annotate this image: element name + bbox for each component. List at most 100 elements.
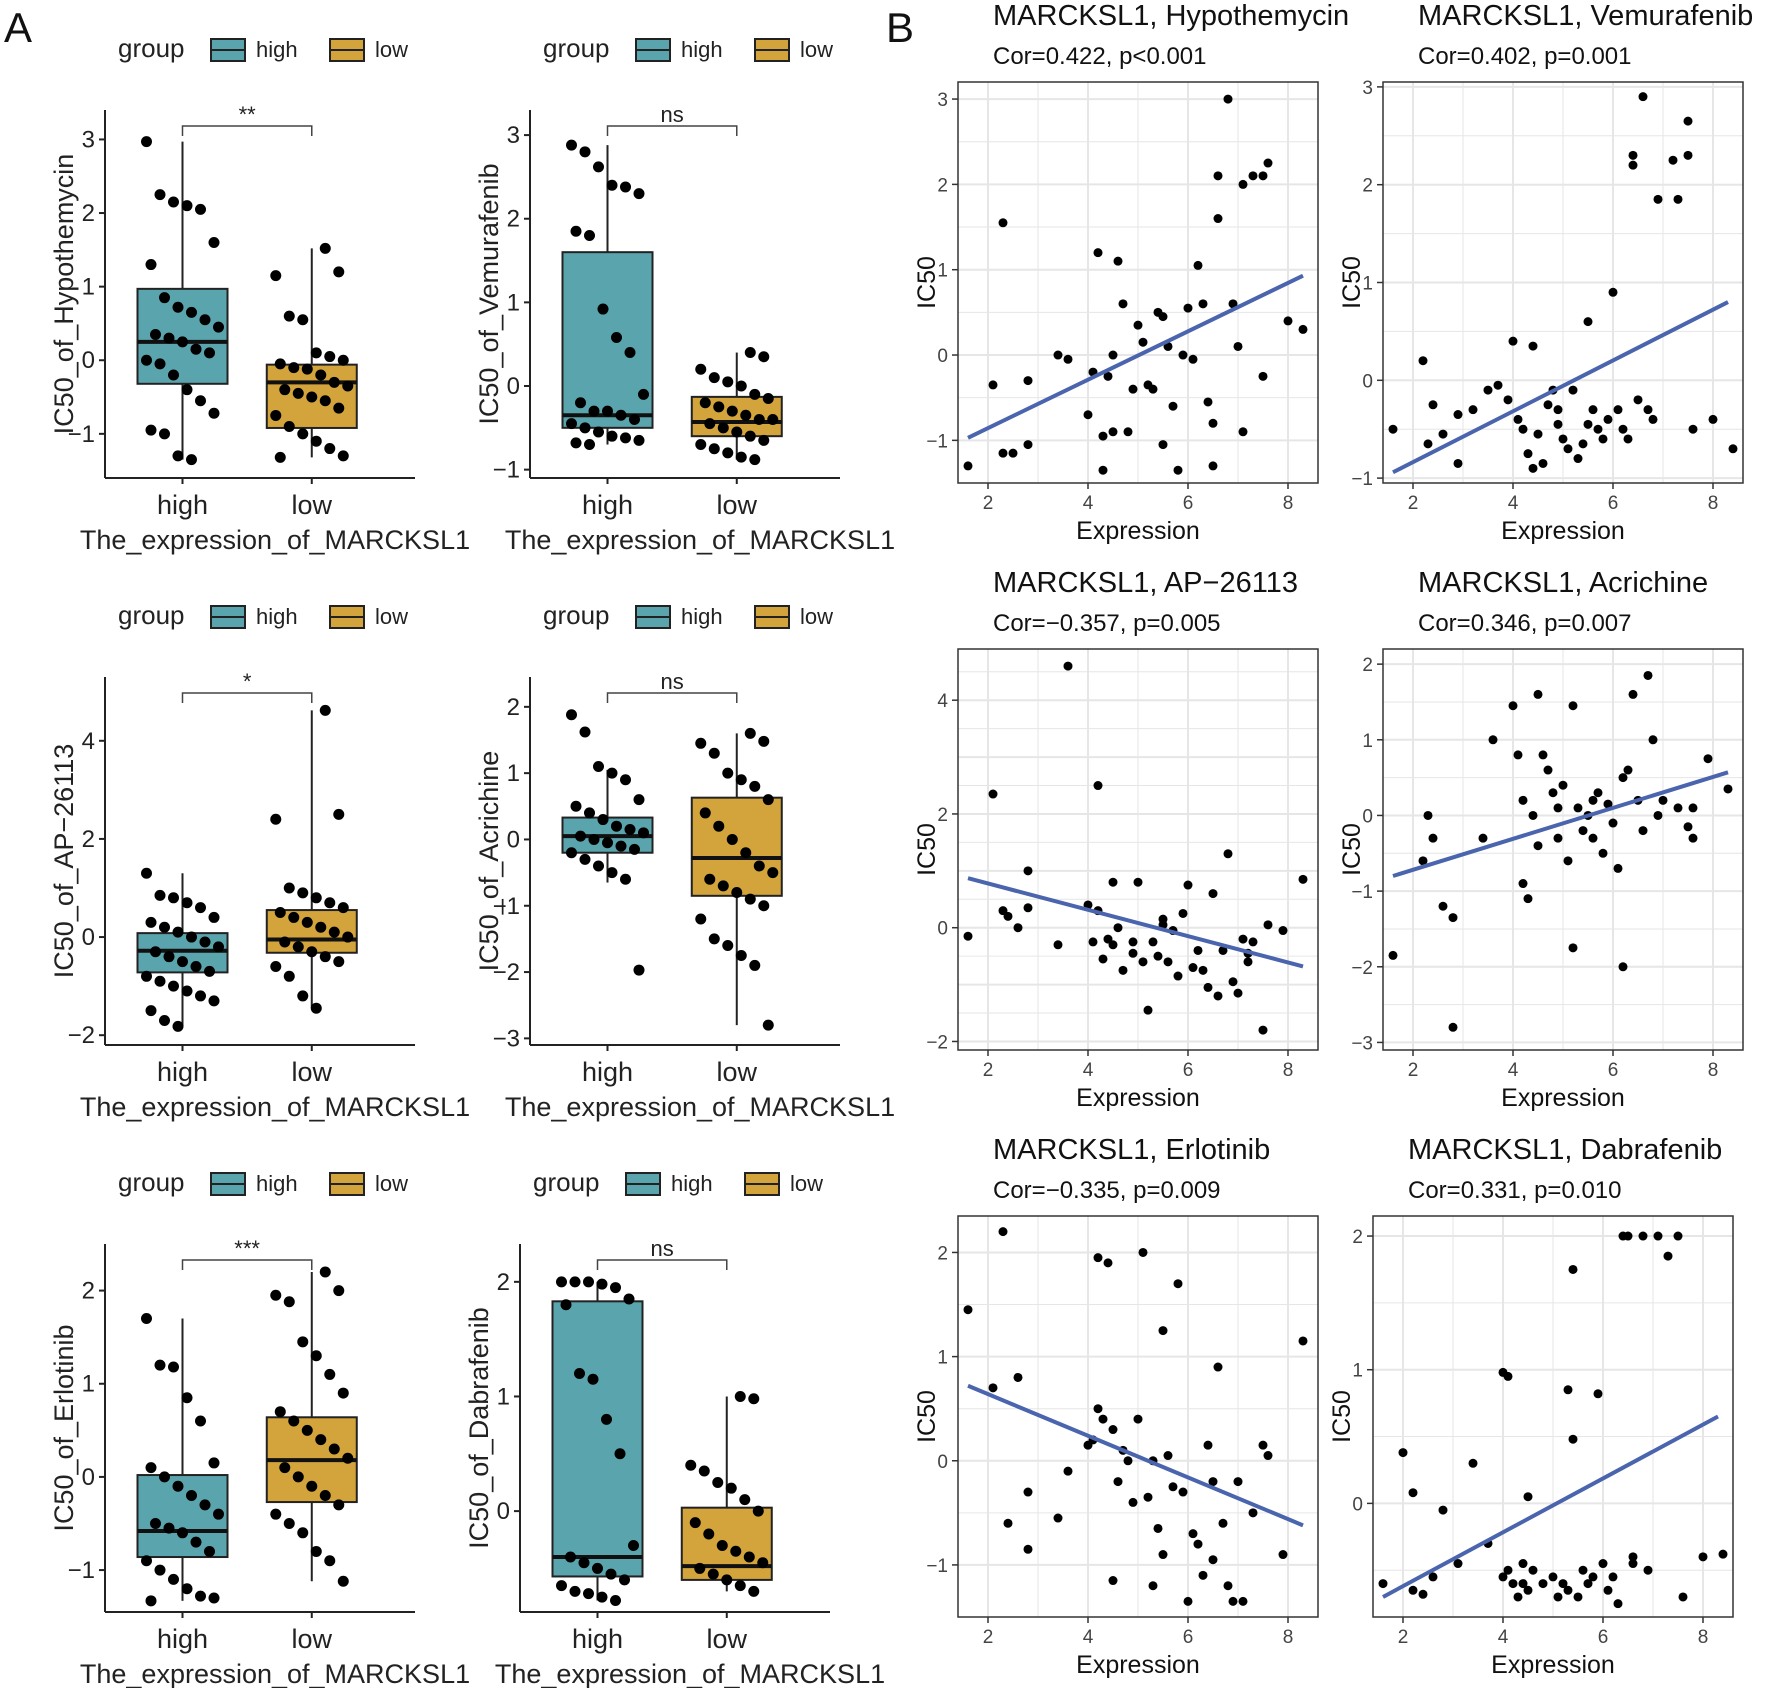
data-point-high <box>141 867 152 879</box>
data-point <box>1648 735 1658 745</box>
data-point-high <box>141 970 152 982</box>
data-point-low <box>739 1494 751 1506</box>
data-point <box>1163 1451 1173 1461</box>
y-tick-label: 1 <box>1362 731 1373 752</box>
data-point <box>1098 1414 1108 1424</box>
x-tick-label-high: high <box>157 1624 208 1654</box>
data-point-high <box>177 336 188 348</box>
data-point-low <box>283 970 295 982</box>
data-point-high <box>575 397 586 409</box>
y-tick-label: 2 <box>82 826 95 853</box>
data-point <box>1578 439 1588 449</box>
data-point <box>1613 1599 1623 1609</box>
data-point-low <box>337 354 349 366</box>
y-tick-label: 0 <box>507 826 520 853</box>
data-point <box>1208 1555 1218 1565</box>
y-axis-title: IC50_of_AP−26113 <box>49 744 79 978</box>
data-point-high <box>150 1517 161 1529</box>
data-point <box>1128 937 1138 947</box>
data-point-low <box>708 372 720 384</box>
data-point <box>1198 299 1208 309</box>
chart-title: MARCKSL1, Hypothemycin <box>993 0 1349 32</box>
data-point-low <box>726 833 738 845</box>
data-point <box>1173 971 1183 981</box>
data-point-low <box>762 393 774 405</box>
data-point <box>1518 1579 1528 1589</box>
x-tick-label: 6 <box>1598 1627 1609 1648</box>
data-point-low <box>270 1289 282 1301</box>
legend-label-low: low <box>375 37 408 62</box>
y-axis-title: IC50 <box>913 1390 941 1443</box>
data-point <box>1513 414 1523 424</box>
data-point <box>1528 463 1538 473</box>
data-point-low <box>306 1480 318 1492</box>
data-point-high <box>195 1590 206 1602</box>
legend-label-low: low <box>375 604 408 629</box>
data-point-low <box>310 1545 322 1557</box>
chart-box5: group high low −1 0 1 2 high low The_expression_o… <box>49 1167 470 1688</box>
data-point <box>1648 414 1658 424</box>
data-point <box>963 1305 973 1315</box>
data-point <box>1158 312 1168 322</box>
data-point-low <box>337 450 349 462</box>
data-point-low <box>319 1266 331 1278</box>
data-point <box>1523 1585 1533 1595</box>
data-point <box>1108 1425 1118 1435</box>
data-point <box>1453 458 1463 468</box>
data-point-high <box>168 196 179 208</box>
data-point-low <box>694 1562 706 1574</box>
data-point <box>1213 214 1223 224</box>
data-point-low <box>744 347 756 359</box>
data-point-low <box>735 451 747 463</box>
data-point <box>1573 454 1583 464</box>
data-point <box>1538 1579 1548 1589</box>
data-point-low <box>306 946 318 958</box>
data-point-low <box>748 1393 760 1405</box>
data-point-low <box>749 454 761 466</box>
data-point-low <box>722 376 734 388</box>
data-point <box>1183 1596 1193 1606</box>
data-point-low <box>310 435 322 447</box>
data-point <box>1568 943 1578 953</box>
data-point <box>1523 894 1533 904</box>
data-point <box>1683 822 1693 832</box>
data-point-low <box>274 907 286 919</box>
data-point <box>1248 171 1258 181</box>
data-point <box>1688 833 1698 843</box>
data-point <box>1113 256 1123 266</box>
data-point <box>1518 795 1528 805</box>
data-point <box>1578 826 1588 836</box>
data-point <box>1418 356 1428 366</box>
data-point <box>1053 940 1063 950</box>
data-point <box>1518 879 1528 889</box>
data-point-low <box>297 1336 309 1348</box>
data-point <box>1143 1492 1153 1502</box>
data-point <box>1588 1572 1598 1582</box>
chart-sc4: MARCKSL1, Acrichine Cor=0.346, p=0.007 2 4 6… <box>1338 567 1744 1112</box>
data-point <box>1223 849 1233 859</box>
data-point-low <box>297 1527 309 1539</box>
data-point-high <box>168 892 179 904</box>
data-point-high <box>623 1293 635 1305</box>
data-point <box>1508 336 1518 346</box>
data-point <box>1558 1579 1568 1589</box>
legend-title: group <box>533 1167 600 1197</box>
data-point-high <box>611 820 622 832</box>
data-point <box>1558 780 1568 790</box>
data-point-low <box>270 1508 282 1520</box>
data-point-low <box>333 1285 345 1297</box>
y-axis-title: IC50 <box>1328 1390 1356 1443</box>
data-point <box>1543 400 1553 410</box>
data-point <box>1203 397 1213 407</box>
data-point <box>1098 431 1108 441</box>
chart-box3: group high low −2 0 2 4 high low The_expression_o… <box>49 600 470 1122</box>
data-point-high <box>181 985 193 997</box>
data-point-high <box>584 229 595 241</box>
box-high <box>551 1300 644 1578</box>
data-point-high <box>566 418 577 430</box>
data-point <box>1583 419 1593 429</box>
legend-label-low: low <box>800 37 833 62</box>
x-tick-label: 6 <box>1183 493 1194 514</box>
data-point <box>1143 1005 1153 1015</box>
data-point-high <box>168 1361 179 1373</box>
